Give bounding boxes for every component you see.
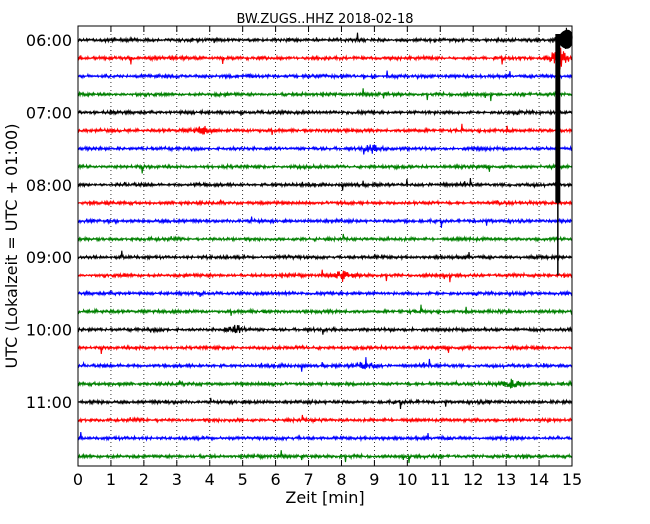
trace-row-20 (77, 397, 573, 409)
y-tick-label-3: 09:00 (26, 248, 72, 267)
trace-row-10 (77, 216, 573, 228)
x-tick-label-9: 9 (369, 470, 379, 489)
trace-row-19 (77, 378, 573, 389)
plot-frame (77, 25, 573, 467)
trace-layer (77, 27, 573, 464)
y-tick-label-5: 11:00 (26, 393, 72, 412)
trace-row-8 (77, 177, 573, 191)
trace-row-22 (77, 431, 573, 443)
y-axis-ticks: 06:00 07:00 08:00 09:00 10:00 11:00 (26, 31, 572, 412)
trace-row-15 (77, 304, 573, 316)
trace-row-23 (77, 450, 573, 464)
x-tick-label-15: 15 (562, 470, 582, 489)
trace-row-14 (77, 289, 573, 298)
x-tick-label-12: 12 (463, 470, 483, 489)
grid-lines (110, 26, 540, 466)
trace-row-2 (77, 70, 573, 81)
trace-row-21 (77, 414, 573, 425)
trace-row-9 (77, 199, 573, 207)
x-axis-ticks: 0 1 2 3 4 5 6 7 8 9 10 11 12 13 14 15 (73, 26, 582, 489)
x-tick-label-3: 3 (172, 470, 182, 489)
trace-row-13 (77, 269, 573, 283)
x-tick-label-14: 14 (529, 470, 549, 489)
x-tick-label-0: 0 (73, 470, 83, 489)
x-tick-label-6: 6 (271, 470, 281, 489)
x-tick-label-10: 10 (397, 470, 417, 489)
trace-row-12 (77, 250, 573, 262)
trace-row-1 (77, 47, 573, 70)
x-tick-label-11: 11 (430, 470, 450, 489)
x-tick-label-8: 8 (336, 470, 346, 489)
trace-row-18 (77, 357, 573, 372)
y-tick-label-0: 06:00 (26, 31, 72, 50)
trace-row-5 (77, 123, 573, 135)
x-tick-label-2: 2 (139, 470, 149, 489)
x-tick-label-13: 13 (496, 470, 516, 489)
chart-title: BW.ZUGS..HHZ 2018-02-18 (236, 12, 413, 27)
trace-row-11 (77, 233, 573, 244)
y-tick-label-1: 07:00 (26, 103, 72, 122)
y-tick-label-2: 08:00 (26, 176, 72, 195)
trace-row-7 (77, 162, 573, 174)
trace-row-0 (77, 27, 573, 49)
x-tick-label-5: 5 (238, 470, 248, 489)
trace-row-17 (77, 343, 573, 354)
trace-row-4 (77, 108, 573, 117)
y-axis-label: UTC (Lokalzeit = UTC + 01:00) (2, 124, 21, 369)
x-tick-label-4: 4 (205, 470, 215, 489)
trace-row-3 (77, 88, 573, 102)
x-tick-label-1: 1 (106, 470, 116, 489)
trace-row-6 (77, 144, 573, 155)
trace-row-16 (77, 324, 573, 335)
x-axis-label: Zeit [min] (285, 488, 364, 507)
x-tick-label-7: 7 (303, 470, 313, 489)
y-tick-label-4: 10:00 (26, 321, 72, 340)
